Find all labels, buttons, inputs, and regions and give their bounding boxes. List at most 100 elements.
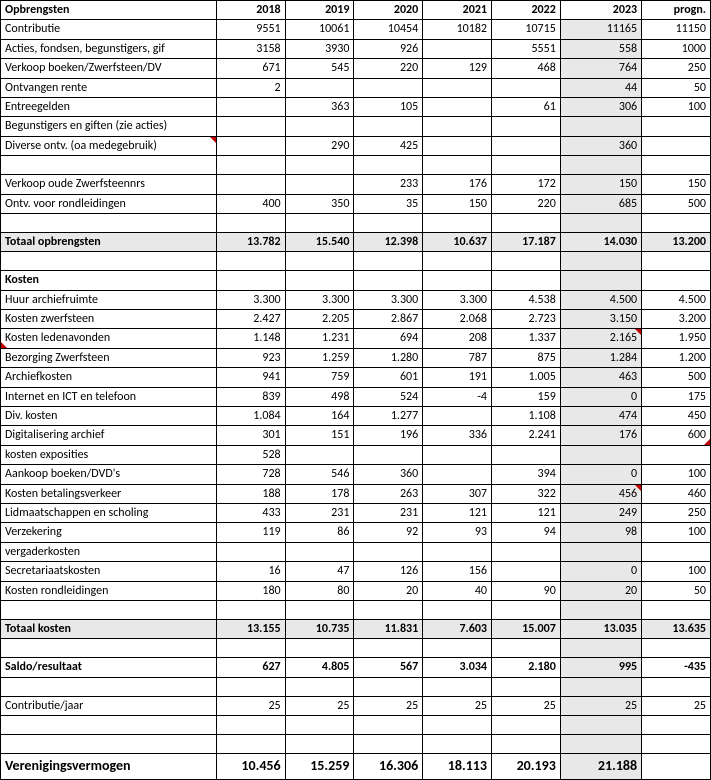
cell-label: Verkoop boeken/Zwerfsteen/DV — [1, 59, 217, 78]
cell-value: 463 — [560, 368, 641, 387]
cell-value: 4.805 — [285, 658, 354, 677]
cell-value — [216, 156, 285, 175]
cell-value — [423, 117, 492, 136]
cell-value — [216, 117, 285, 136]
cell-value: 941 — [216, 368, 285, 387]
table-row: Kosten zwerfsteen2.4272.2052.8672.0682.7… — [1, 310, 711, 329]
cell-value — [423, 465, 492, 484]
cell-value — [492, 156, 561, 175]
cell-label: Archiefkosten — [1, 368, 217, 387]
cell-value: 1.277 — [354, 407, 423, 426]
cell-value: 80 — [285, 581, 354, 600]
cell-value: 627 — [216, 658, 285, 677]
cell-label: Entreegelden — [1, 97, 217, 116]
cell-value — [216, 97, 285, 116]
cell-label: Huur archiefruimte — [1, 290, 217, 309]
cell-value — [285, 156, 354, 175]
cell-value: 2.427 — [216, 310, 285, 329]
cell-value: 546 — [285, 465, 354, 484]
cell-value — [216, 600, 285, 619]
cell-value: 394 — [492, 465, 561, 484]
cell-value: 363 — [285, 97, 354, 116]
cell-value: 9551 — [216, 20, 285, 39]
cell-value — [354, 252, 423, 271]
header-label: Opbrengsten — [1, 1, 217, 20]
cell-value — [560, 716, 641, 735]
cell-value: 188 — [216, 484, 285, 503]
cell-value: 433 — [216, 503, 285, 522]
cell-label — [1, 639, 217, 658]
cell-value: 13.035 — [560, 619, 641, 638]
cell-value: 263 — [354, 484, 423, 503]
cell-value: 1.259 — [285, 348, 354, 367]
header-progn: progn. — [642, 1, 711, 20]
cell-value: 250 — [642, 59, 711, 78]
cell-value — [216, 136, 285, 155]
cell-value: 307 — [423, 484, 492, 503]
cell-value: 119 — [216, 523, 285, 542]
cell-value: 2.180 — [492, 658, 561, 677]
table-row: Huur archiefruimte3.3003.3003.3003.3004.… — [1, 290, 711, 309]
cell-value: 18.113 — [423, 754, 492, 780]
cell-value: 764 — [560, 59, 641, 78]
cell-value — [560, 156, 641, 175]
cell-value: 1.108 — [492, 407, 561, 426]
cell-value: 151 — [285, 426, 354, 445]
table-row: Totaal opbrengsten13.78215.54012.39810.6… — [1, 232, 711, 251]
header-2023: 2023 — [560, 1, 641, 20]
cell-value: 50 — [642, 78, 711, 97]
cell-value — [285, 175, 354, 194]
table-row: Acties, fondsen, begunstigers, gif315839… — [1, 39, 711, 58]
cell-value — [642, 117, 711, 136]
cell-value: 1.231 — [285, 329, 354, 348]
table-row: Digitalisering archief3011511963362.2411… — [1, 426, 711, 445]
cell-value — [642, 639, 711, 658]
cell-label: Ontv. voor rondleidingen — [1, 194, 217, 213]
cell-value: 20 — [354, 581, 423, 600]
cell-value: 249 — [560, 503, 641, 522]
cell-value: 3.300 — [285, 290, 354, 309]
cell-label: Lidmaatschappen en scholing — [1, 503, 217, 522]
table-row — [1, 639, 711, 658]
cell-label: Kosten ledenavonden — [1, 329, 217, 348]
cell-value: 11150 — [642, 20, 711, 39]
cell-value — [423, 136, 492, 155]
cell-value — [492, 562, 561, 581]
cell-value: 15.007 — [492, 619, 561, 638]
cell-value: 1000 — [642, 39, 711, 58]
table-row: Diverse ontv. (oa medegebruik)290425360 — [1, 136, 711, 155]
cell-value — [492, 542, 561, 561]
cell-value: 105 — [354, 97, 423, 116]
cell-value — [560, 677, 641, 696]
cell-value: 2.205 — [285, 310, 354, 329]
table-row: kosten exposities528 — [1, 445, 711, 464]
cell-value: 10.637 — [423, 232, 492, 251]
cell-value — [423, 735, 492, 754]
cell-value — [216, 213, 285, 232]
cell-value — [642, 271, 711, 290]
header-2020: 2020 — [354, 1, 423, 20]
cell-value — [354, 271, 423, 290]
cell-value — [492, 677, 561, 696]
table-row: Aankoop boeken/DVD's7285463603940100 — [1, 465, 711, 484]
cell-value — [492, 252, 561, 271]
cell-value: 156 — [423, 562, 492, 581]
cell-value — [354, 117, 423, 136]
cell-value: 90 — [492, 581, 561, 600]
cell-value — [354, 156, 423, 175]
cell-value: 0 — [560, 562, 641, 581]
cell-value: 12.398 — [354, 232, 423, 251]
cell-value: 528 — [216, 445, 285, 464]
cell-value: 923 — [216, 348, 285, 367]
cell-value — [423, 271, 492, 290]
cell-value: 728 — [216, 465, 285, 484]
cell-value: 400 — [216, 194, 285, 213]
cell-value: 1.148 — [216, 329, 285, 348]
cell-value: 13.635 — [642, 619, 711, 638]
cell-value: 164 — [285, 407, 354, 426]
cell-label — [1, 735, 217, 754]
cell-value: 15.540 — [285, 232, 354, 251]
cell-value: 13.155 — [216, 619, 285, 638]
cell-value: 50 — [642, 581, 711, 600]
cell-value — [423, 97, 492, 116]
